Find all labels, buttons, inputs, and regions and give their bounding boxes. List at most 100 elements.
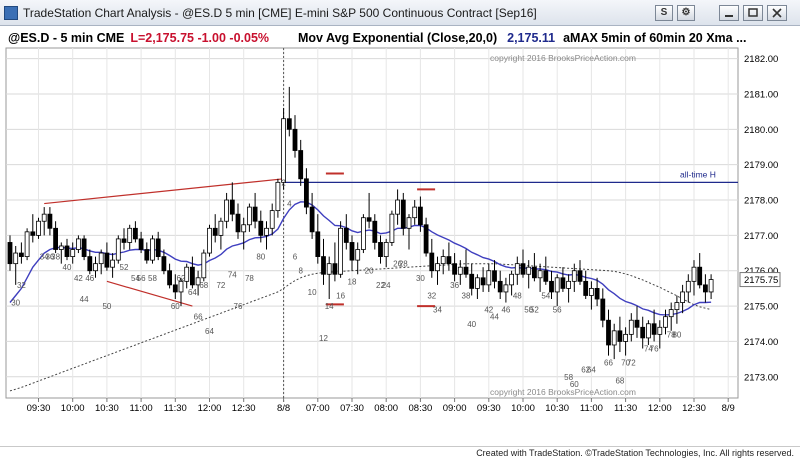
candle-body xyxy=(611,330,617,346)
amax-polyline xyxy=(9,263,712,392)
candle-body xyxy=(178,280,184,293)
bar-label: 58 xyxy=(148,274,157,283)
candle-body xyxy=(429,252,435,272)
candle-body xyxy=(651,323,657,335)
x-axis: 09:30 10:00 10:30 11:00 11:30 12:00 12:30 8/8 07… xyxy=(27,398,735,414)
candle-body xyxy=(532,266,537,279)
bar-label: 50 xyxy=(524,306,533,315)
candle-body xyxy=(258,220,264,236)
price-chart[interactable]: copyright 2016 BrooksPriceAction.com cop… xyxy=(0,26,800,446)
x-tick-label: 12:30 xyxy=(232,403,256,414)
x-tick-label: 10:00 xyxy=(61,403,85,414)
candle-body xyxy=(480,277,486,286)
candle-body xyxy=(685,280,691,293)
window-title: TradeStation Chart Analysis - @ES.D 5 mi… xyxy=(23,6,537,20)
candle-body xyxy=(554,277,560,293)
bar-label: 10 xyxy=(308,288,317,297)
candle-body xyxy=(326,263,332,275)
candle-body xyxy=(674,302,680,311)
bar-label: 8 xyxy=(298,267,303,276)
candle-body xyxy=(201,252,207,279)
bar-label: 18 xyxy=(348,277,357,286)
bar-label: 52 xyxy=(120,263,129,272)
candle-body xyxy=(41,213,47,222)
x-tick-label: 12:30 xyxy=(682,403,706,414)
candle-body xyxy=(161,256,167,272)
candle-body xyxy=(332,263,338,275)
header-symbol: @ES.D - 5 min CME L=2,175.75 -1.00 -0.05% xyxy=(8,31,269,45)
gear-icon[interactable]: ⚙ xyxy=(677,5,695,21)
window-titlebar: TradeStation Chart Analysis - @ES.D 5 mi… xyxy=(0,0,800,26)
candle-body xyxy=(309,206,315,233)
y-tick-label: 2175.00 xyxy=(744,302,778,313)
candle-body xyxy=(64,245,70,257)
bar-label: 32 xyxy=(427,291,436,300)
bar-label: 78 xyxy=(245,274,254,283)
bar-label: 66 xyxy=(194,313,203,322)
maximize-button[interactable] xyxy=(743,5,763,21)
bar-label: 54 xyxy=(131,274,140,283)
maximize-icon xyxy=(748,8,758,17)
y-tick-label: 2179.00 xyxy=(744,160,778,171)
bar-label: 72 xyxy=(627,359,636,368)
bar-label: 26 xyxy=(393,260,402,269)
candle-body xyxy=(640,326,646,339)
bar-label: 24 xyxy=(382,281,391,290)
candle-body xyxy=(549,280,554,293)
bar-label: 64 xyxy=(205,327,214,336)
x-tick-label: 10:00 xyxy=(511,403,535,414)
bar-label: 6 xyxy=(293,253,298,262)
x-tick-label: 07:30 xyxy=(340,403,364,414)
candle-body xyxy=(680,291,685,303)
bar-label: 32 xyxy=(17,281,26,290)
bar-label: 2 xyxy=(281,178,286,187)
candle-body xyxy=(623,333,628,342)
candle-body xyxy=(224,199,230,222)
candle-body xyxy=(366,217,372,222)
bar-label: 74 xyxy=(644,345,653,354)
trend-line xyxy=(106,280,193,307)
header-indicator-value: 2,175.11 xyxy=(507,31,555,45)
x-tick-label: 10:30 xyxy=(95,403,119,414)
candle-body xyxy=(634,319,640,328)
bar-label: 14 xyxy=(325,302,334,311)
header-indicator-text: Mov Avg Exponential (Close,20,0) xyxy=(298,31,497,45)
candle-body xyxy=(98,252,104,265)
close-button[interactable] xyxy=(767,5,787,21)
s-button[interactable]: S xyxy=(655,5,673,21)
candle-body xyxy=(389,213,395,243)
candle-body xyxy=(155,238,161,257)
red-marks xyxy=(325,172,436,308)
bar-label: 74 xyxy=(228,270,237,279)
bar-label: 12 xyxy=(319,334,328,343)
candle-body xyxy=(138,238,144,250)
candle-body xyxy=(207,227,212,254)
candle-body xyxy=(537,270,543,279)
candle-body xyxy=(492,270,497,282)
candle-body xyxy=(121,238,127,243)
y-tick-label: 2177.00 xyxy=(744,231,778,242)
candle-body xyxy=(628,319,634,335)
candle-body xyxy=(36,220,41,236)
candles xyxy=(7,86,714,360)
candle-body xyxy=(589,288,594,296)
x-tick-label: 09:30 xyxy=(27,403,51,414)
bar-label: 66 xyxy=(604,359,613,368)
y-tick-label: 2182.00 xyxy=(744,54,778,65)
candle-body xyxy=(355,249,361,261)
candle-body xyxy=(503,284,509,293)
minimize-button[interactable] xyxy=(719,5,739,21)
candle-body xyxy=(509,273,515,286)
bar-label: 78 xyxy=(667,330,676,339)
bar-label: 46 xyxy=(85,274,94,283)
candle-body xyxy=(252,206,258,222)
candle-body xyxy=(497,280,503,293)
bar-label: 58 xyxy=(564,373,573,382)
candle-body xyxy=(423,224,429,254)
candle-body xyxy=(81,238,87,257)
last-price-label: 2175.75 xyxy=(744,275,778,286)
candle-body xyxy=(338,227,344,275)
candle-body xyxy=(315,231,321,257)
y-tick-label: 2181.00 xyxy=(744,89,778,100)
chart-area[interactable]: copyright 2016 BrooksPriceAction.com cop… xyxy=(0,26,800,446)
